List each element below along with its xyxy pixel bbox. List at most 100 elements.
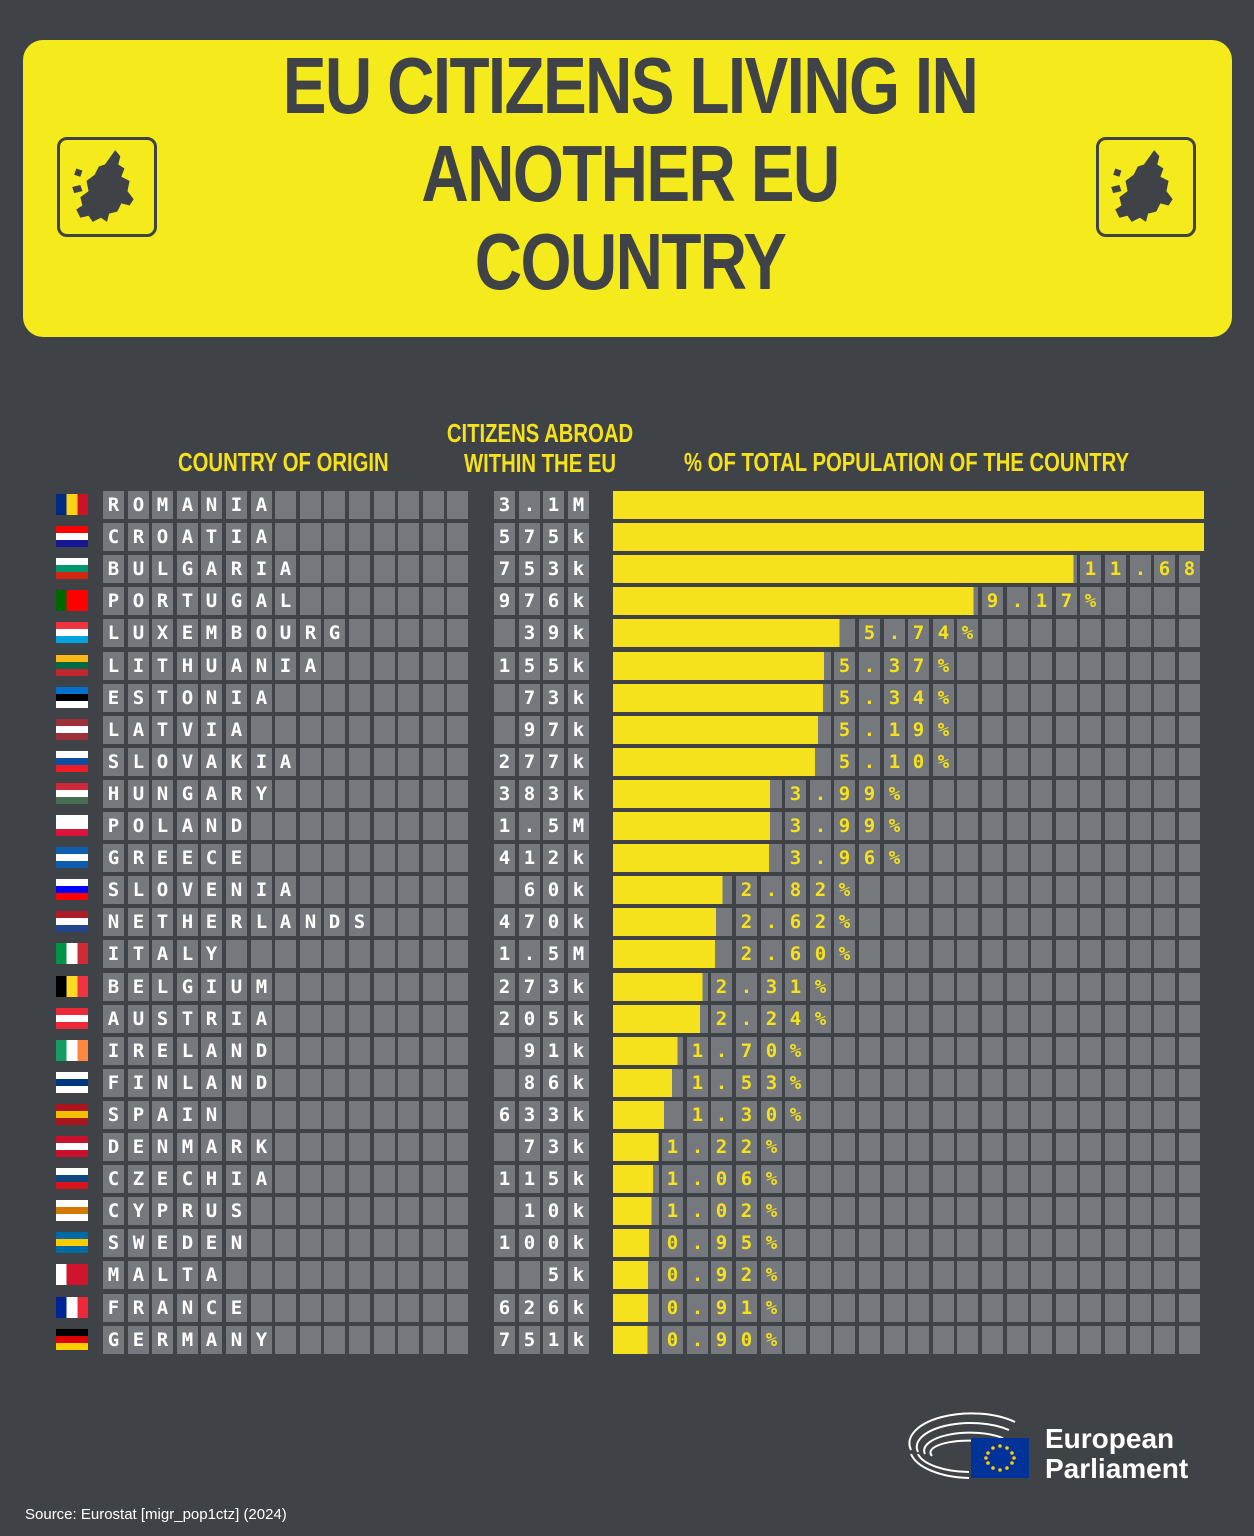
bar-cell: % [933, 716, 954, 744]
bar-cell [859, 1229, 880, 1257]
country-letter-cell [447, 973, 468, 1001]
country-letter-cell [324, 1261, 345, 1289]
bar-cell [1154, 619, 1175, 647]
country-letter-cell [423, 748, 444, 776]
bar-cell: . [736, 1005, 757, 1033]
bar-cell [908, 973, 929, 1001]
citizens-abroad-cell [494, 716, 515, 744]
bar-cell [1130, 1261, 1151, 1289]
country-letter-cell [349, 844, 370, 872]
bar-cell [982, 619, 1003, 647]
bar-cell [810, 1165, 831, 1193]
country-letter-cell [324, 523, 345, 551]
bar-cell [933, 523, 958, 551]
citizens-abroad-cell: k [568, 1294, 589, 1322]
bar-cell: 3 [736, 1101, 757, 1129]
bar-cell [933, 908, 954, 936]
bar-cell [1105, 844, 1126, 872]
bar-cell: 2 [736, 1197, 757, 1225]
bar-cell [736, 555, 761, 583]
country-letter-cell: R [152, 1326, 173, 1354]
country-flag-icon [56, 622, 88, 643]
citizens-abroad-cell: 2 [494, 748, 515, 776]
bar-cell [1031, 876, 1052, 904]
citizens-abroad-cell: k [568, 1197, 589, 1225]
bar-cell [908, 1101, 929, 1129]
bar-cell [761, 587, 786, 615]
country-letter-cell: N [201, 812, 222, 840]
bar-cell [884, 908, 905, 936]
citizens-abroad-cell: . [519, 812, 540, 840]
country-letter-cell: E [128, 1326, 149, 1354]
country-letter-cell [324, 1133, 345, 1161]
citizens-abroad-cell [494, 684, 515, 712]
bar-cell: 2 [711, 973, 732, 1001]
bar-cell [1105, 1197, 1126, 1225]
bar-cell [1031, 1229, 1052, 1257]
bar-cell [736, 812, 761, 840]
bar-cell [834, 555, 859, 583]
country-letter-cell [300, 844, 321, 872]
bar-cell [884, 973, 905, 1001]
citizens-abroad-cell: . [519, 491, 540, 519]
bar-cell [1179, 652, 1200, 680]
bar-cell [785, 555, 810, 583]
country-letter-cell: L [128, 876, 149, 904]
bar-cell [1080, 1101, 1101, 1129]
bar-cell: 6 [859, 844, 880, 872]
bar-cell [933, 1294, 954, 1322]
bar-cell [982, 1133, 1003, 1161]
bar-cell [933, 876, 954, 904]
bar-cell [1179, 1037, 1200, 1065]
country-letter-cell [398, 652, 419, 680]
bar-cell [957, 1261, 978, 1289]
citizens-abroad-cell: 0 [543, 1197, 564, 1225]
country-letter-cell [447, 716, 468, 744]
bar-cell [1007, 973, 1028, 1001]
country-flag-icon [56, 1168, 88, 1189]
country-letter-cell [447, 1165, 468, 1193]
country-letter-cell [275, 1294, 296, 1322]
country-letter-cell: I [103, 940, 124, 968]
european-parliament-logo [905, 1410, 1040, 1490]
country-letter-cell [398, 876, 419, 904]
bar-cell [982, 1101, 1003, 1129]
bar-cell [1105, 940, 1126, 968]
source-note: Source: Eurostat [migr_pop1ctz] (2024) [25, 1506, 287, 1523]
country-letter-cell [398, 1165, 419, 1193]
bar-cell [1056, 748, 1077, 776]
bar-cell [761, 748, 786, 776]
citizens-abroad-cell: 5 [543, 1165, 564, 1193]
country-letter-cell [447, 652, 468, 680]
bar-cell: . [736, 973, 757, 1001]
citizens-abroad-cell: 3 [543, 973, 564, 1001]
bar-cell [810, 619, 835, 647]
bar-cell: % [933, 684, 954, 712]
bar-cell: . [711, 1037, 732, 1065]
country-letter-cell: S [103, 748, 124, 776]
bar-cell [1105, 619, 1126, 647]
bar-cell: 2 [736, 908, 757, 936]
country-letter-cell: U [128, 619, 149, 647]
bar-cell [1130, 780, 1151, 808]
country-letter-cell: E [177, 844, 198, 872]
bar-cell [761, 684, 786, 712]
citizens-abroad-cell: . [519, 940, 540, 968]
bar-cell [1179, 780, 1200, 808]
bar-cell [687, 523, 712, 551]
country-letter-cell [398, 684, 419, 712]
country-letter-cell [398, 1294, 419, 1322]
country-letter-cell [374, 1165, 395, 1193]
country-letter-cell [349, 652, 370, 680]
country-letter-cell: U [226, 973, 247, 1001]
bar-cell [1105, 491, 1130, 519]
country-letter-cell [300, 780, 321, 808]
country-letter-cell [398, 619, 419, 647]
country-letter-cell [423, 1165, 444, 1193]
bar-cell [1080, 1294, 1101, 1322]
bar-cell [1031, 716, 1052, 744]
country-letter-cell: M [177, 1133, 198, 1161]
bar-cell [859, 1069, 880, 1097]
bar-cell [982, 812, 1003, 840]
country-letter-cell: E [128, 1133, 149, 1161]
